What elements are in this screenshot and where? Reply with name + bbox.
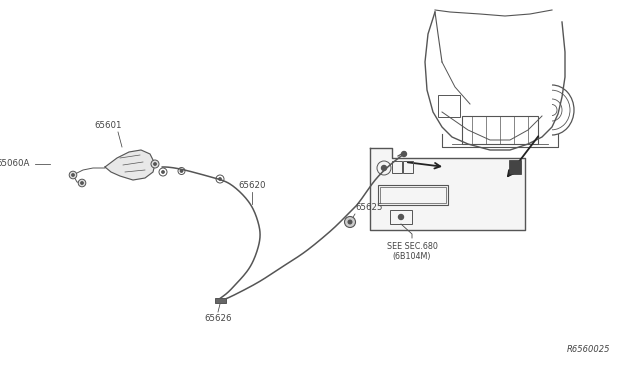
- Text: 65601: 65601: [94, 121, 122, 130]
- Text: 65626: 65626: [204, 314, 232, 323]
- Circle shape: [69, 171, 77, 179]
- Text: 65620: 65620: [238, 181, 266, 190]
- Circle shape: [162, 171, 164, 173]
- Circle shape: [219, 178, 221, 180]
- Bar: [392, 161, 402, 173]
- Circle shape: [381, 166, 387, 170]
- Bar: [438, 95, 460, 117]
- Text: 65625: 65625: [355, 203, 383, 212]
- Circle shape: [344, 217, 355, 228]
- Circle shape: [72, 174, 74, 176]
- Circle shape: [81, 182, 83, 184]
- Text: (6B104M): (6B104M): [393, 252, 431, 261]
- Circle shape: [401, 151, 406, 157]
- Text: SEE SEC.680: SEE SEC.680: [387, 242, 437, 251]
- Text: R6560025: R6560025: [566, 345, 610, 354]
- Polygon shape: [370, 148, 525, 230]
- Bar: [509, 160, 521, 174]
- Circle shape: [78, 179, 86, 187]
- Bar: [214, 298, 225, 303]
- Circle shape: [180, 170, 182, 172]
- Circle shape: [151, 160, 159, 168]
- Circle shape: [399, 215, 403, 219]
- Circle shape: [154, 163, 156, 165]
- Bar: [403, 161, 413, 173]
- Bar: [380, 187, 446, 203]
- Bar: [390, 210, 412, 224]
- Polygon shape: [105, 150, 155, 180]
- Bar: [378, 185, 448, 205]
- Text: 65060A: 65060A: [0, 160, 29, 169]
- Circle shape: [348, 220, 352, 224]
- Bar: [462, 116, 538, 144]
